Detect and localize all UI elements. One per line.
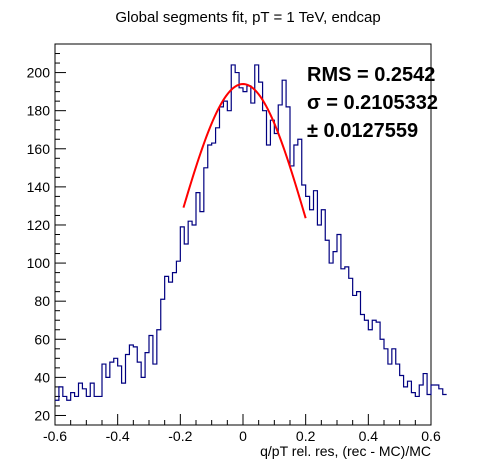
sigma-stat: σ = 0.2105332 bbox=[307, 92, 438, 114]
y-tick-label: 140 bbox=[27, 179, 51, 195]
histogram-series bbox=[55, 64, 447, 401]
y-tick-label: 160 bbox=[27, 141, 51, 157]
y-tick-label: 60 bbox=[34, 331, 50, 347]
y-axis: 20 40 60 80 100 120 140 160 180 200 bbox=[27, 43, 66, 423]
x-tick-label: 0 bbox=[239, 428, 247, 444]
y-tick-label: 80 bbox=[34, 293, 50, 309]
rms-stat: RMS = 0.2542 bbox=[307, 64, 435, 86]
y-tick-label: 20 bbox=[34, 407, 50, 423]
gaussian-fit-curve bbox=[182, 83, 307, 219]
x-tick-label: -0.6 bbox=[43, 428, 67, 444]
sigma-error-stat: ± 0.0127559 bbox=[307, 120, 418, 142]
x-axis-label: q/pT rel. res, (rec - MC)/MC bbox=[260, 443, 431, 459]
x-tick-label: 0.4 bbox=[359, 428, 379, 444]
x-axis: -0.6 -0.4 -0.2 0 0.2 0.4 0.6 bbox=[43, 414, 441, 444]
x-tick-label: -0.2 bbox=[168, 428, 192, 444]
y-tick-label: 40 bbox=[34, 369, 50, 385]
x-tick-label: 0.6 bbox=[421, 428, 441, 444]
chart-title: Global segments fit, pT = 1 TeV, endcap bbox=[115, 9, 380, 26]
y-tick-label: 180 bbox=[27, 103, 51, 119]
x-tick-label: -0.4 bbox=[106, 428, 130, 444]
x-tick-label: 0.2 bbox=[296, 428, 316, 444]
y-tick-label: 120 bbox=[27, 217, 51, 233]
y-tick-label: 200 bbox=[27, 65, 51, 81]
y-tick-label: 100 bbox=[27, 255, 51, 271]
